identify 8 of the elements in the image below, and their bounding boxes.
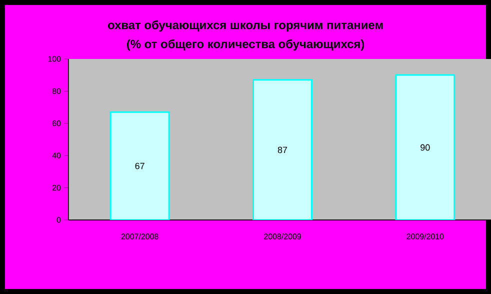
bar: [110, 111, 170, 220]
data-label: 87: [278, 146, 288, 154]
data-label: 67: [135, 162, 144, 170]
chart-title: охват обучающихся школы горячим питанием: [108, 20, 383, 32]
bar: [252, 79, 312, 220]
bar: [395, 74, 456, 220]
data-label: 90: [420, 144, 430, 151]
chart-subtitle: (% от общего количества обучающихся): [126, 39, 364, 51]
